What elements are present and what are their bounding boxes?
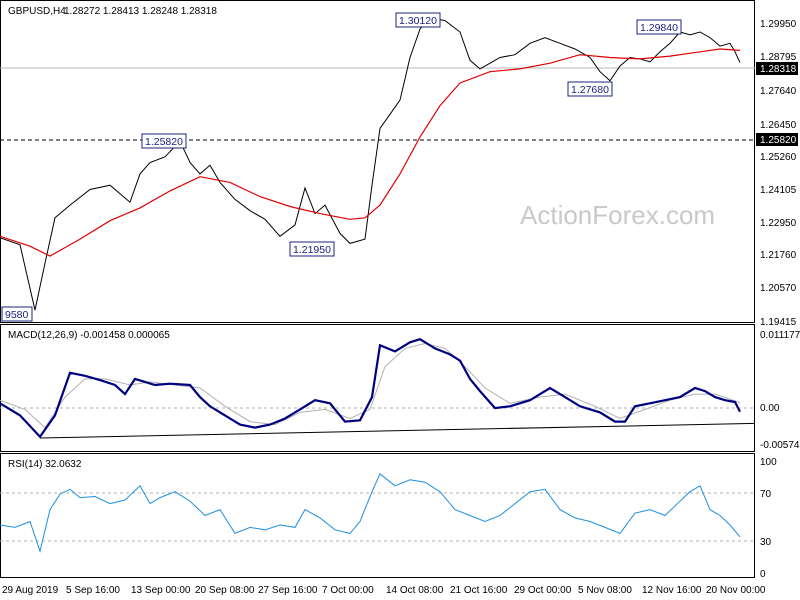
annotation-label: 1.25820 [145, 136, 183, 148]
price-tick: 1.29950 [760, 19, 797, 30]
x-tick: 13 Sep 00:00 [131, 585, 191, 596]
x-tick: 29 Oct 00:00 [514, 585, 572, 596]
annotation-1: 1.30120 [395, 12, 441, 28]
moving-average-line [0, 48, 741, 257]
x-tick: 27 Sep 16:00 [258, 585, 318, 596]
price-tick: 1.20570 [760, 283, 797, 294]
x-tick: 20 Nov 00:00 [706, 585, 766, 596]
annotation-2: 1.29840 [636, 19, 682, 35]
price-tick: 1.21760 [760, 250, 797, 261]
annotation-label: 1.29840 [640, 22, 678, 34]
rsi-line [0, 473, 741, 554]
annotation-3: 1.27680 [567, 81, 613, 97]
price-series-line [0, 17, 741, 311]
current-price-label: 1.28318 [760, 64, 797, 75]
annotation-6: 9580 [1, 306, 33, 322]
x-axis: 29 Aug 2019 5 Sep 16:00 13 Sep 00:00 20 … [2, 585, 766, 596]
rsi-tick: 30 [760, 537, 772, 548]
x-tick: 21 Oct 16:00 [450, 585, 508, 596]
x-tick: 5 Nov 08:00 [578, 585, 632, 596]
x-tick: 29 Aug 2019 [2, 585, 59, 596]
macd-tick: 0.00 [760, 403, 780, 414]
rsi-title: RSI(14) 32.0632 [8, 459, 82, 470]
current-price-tag [756, 62, 798, 75]
rsi-panel-border [0, 453, 755, 578]
macd-trendline [39, 422, 756, 439]
annotation-label: 1.21950 [293, 244, 331, 256]
rsi-tick: 0 [760, 569, 766, 580]
macd-main-line [0, 338, 741, 439]
price-tick: 1.19415 [760, 317, 797, 328]
x-tick: 14 Oct 08:00 [386, 585, 444, 596]
rsi-tick: 70 [760, 489, 772, 500]
level-label: 1.25820 [760, 135, 797, 146]
annotation-4: 1.25820 [141, 133, 187, 149]
annotation-5: 1.21950 [289, 241, 335, 257]
annotation-label: 1.27680 [571, 84, 609, 96]
macd-tick: -0.005746 [760, 440, 800, 451]
macd-panel-border [0, 324, 755, 452]
price-tick: 1.25260 [760, 152, 797, 163]
annotation-label: 1.30120 [399, 15, 437, 27]
price-tick: 1.27640 [760, 86, 797, 97]
price-tick: 1.24105 [760, 185, 797, 196]
price-tick: 1.22950 [760, 218, 797, 229]
price-panel-border [0, 0, 755, 323]
price-tick: 1.26450 [760, 120, 797, 131]
watermark: ActionForex.com [520, 200, 715, 230]
macd-title: MACD(12,26,9) -0.001458 0.000065 [8, 330, 170, 341]
x-tick: 5 Sep 16:00 [66, 585, 120, 596]
macd-tick: 0.011177 [760, 330, 800, 341]
symbol-label: GBPUSD,H4 [8, 6, 66, 17]
level-tag [756, 133, 798, 146]
macd-signal-line [0, 342, 741, 429]
price-tick: 1.28795 [760, 52, 797, 63]
x-tick: 7 Oct 00:00 [322, 585, 374, 596]
rsi-tick: 100 [760, 457, 777, 468]
x-tick: 12 Nov 16:00 [642, 585, 702, 596]
ohlc-readout: 1.28272 1.28413 1.28248 1.28318 [64, 6, 217, 17]
price-y-axis: 1.29950 1.28795 1.27640 1.26450 1.25260 … [760, 19, 797, 328]
x-tick: 20 Sep 08:00 [195, 585, 255, 596]
annotation-label: 9580 [5, 309, 29, 321]
